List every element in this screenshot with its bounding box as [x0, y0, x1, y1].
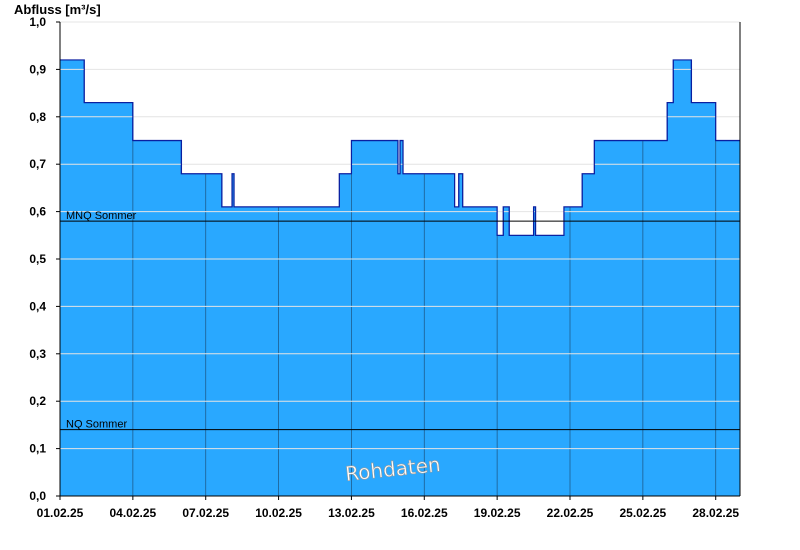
- discharge-line-top: [60, 59, 740, 236]
- x-tick-label-2: 07.02.25: [182, 506, 229, 520]
- y-axis-label: Abfluss [m³/s]: [14, 2, 101, 17]
- x-tick-label-6: 19.02.25: [474, 506, 521, 520]
- vertical-date-lines: [60, 21, 740, 496]
- y-tick-label-4: 0,4: [29, 299, 46, 313]
- x-tick-label-8: 25.02.25: [619, 506, 666, 520]
- y-tick-label-1: 0,1: [29, 442, 46, 456]
- x-tick-labels: 01.02.25 04.02.25 07.02.25 10.02.25 13.02.25…: [37, 496, 739, 520]
- y-tick-label-2: 0,2: [29, 394, 46, 408]
- y-tick-label-3: 0,3: [29, 347, 46, 361]
- reference-label-0: MNQ Sommer: [66, 210, 137, 222]
- x-tick-label-7: 22.02.25: [547, 506, 594, 520]
- y-tick-labels: 0,0 0,1 0,2 0,3 0,4 0,5 0,6 0,7 0,8 0,9 1,0: [29, 15, 60, 503]
- reference-lines: MNQ Sommer NQ Sommer: [60, 210, 740, 431]
- y-tick-label-9: 0,9: [29, 62, 46, 76]
- y-tick-label-10: 1,0: [29, 15, 46, 29]
- x-tick-label-9: 28.02.25: [692, 506, 739, 520]
- y-tick-label-5: 0,5: [29, 252, 46, 266]
- x-tick-label-5: 16.02.25: [401, 506, 448, 520]
- y-tick-label-6: 0,6: [29, 205, 46, 219]
- y-tick-label-7: 0,7: [29, 157, 46, 171]
- x-tick-label-1: 04.02.25: [109, 506, 156, 520]
- above-curve-mask: [60, 22, 740, 236]
- reference-label-1: NQ Sommer: [66, 419, 127, 431]
- x-tick-label-3: 10.02.25: [255, 506, 302, 520]
- y-tick-label-8: 0,8: [29, 110, 46, 124]
- y-tick-label-0: 0,0: [29, 489, 46, 503]
- x-tick-label-0: 01.02.25: [37, 506, 84, 520]
- x-tick-label-4: 13.02.25: [328, 506, 375, 520]
